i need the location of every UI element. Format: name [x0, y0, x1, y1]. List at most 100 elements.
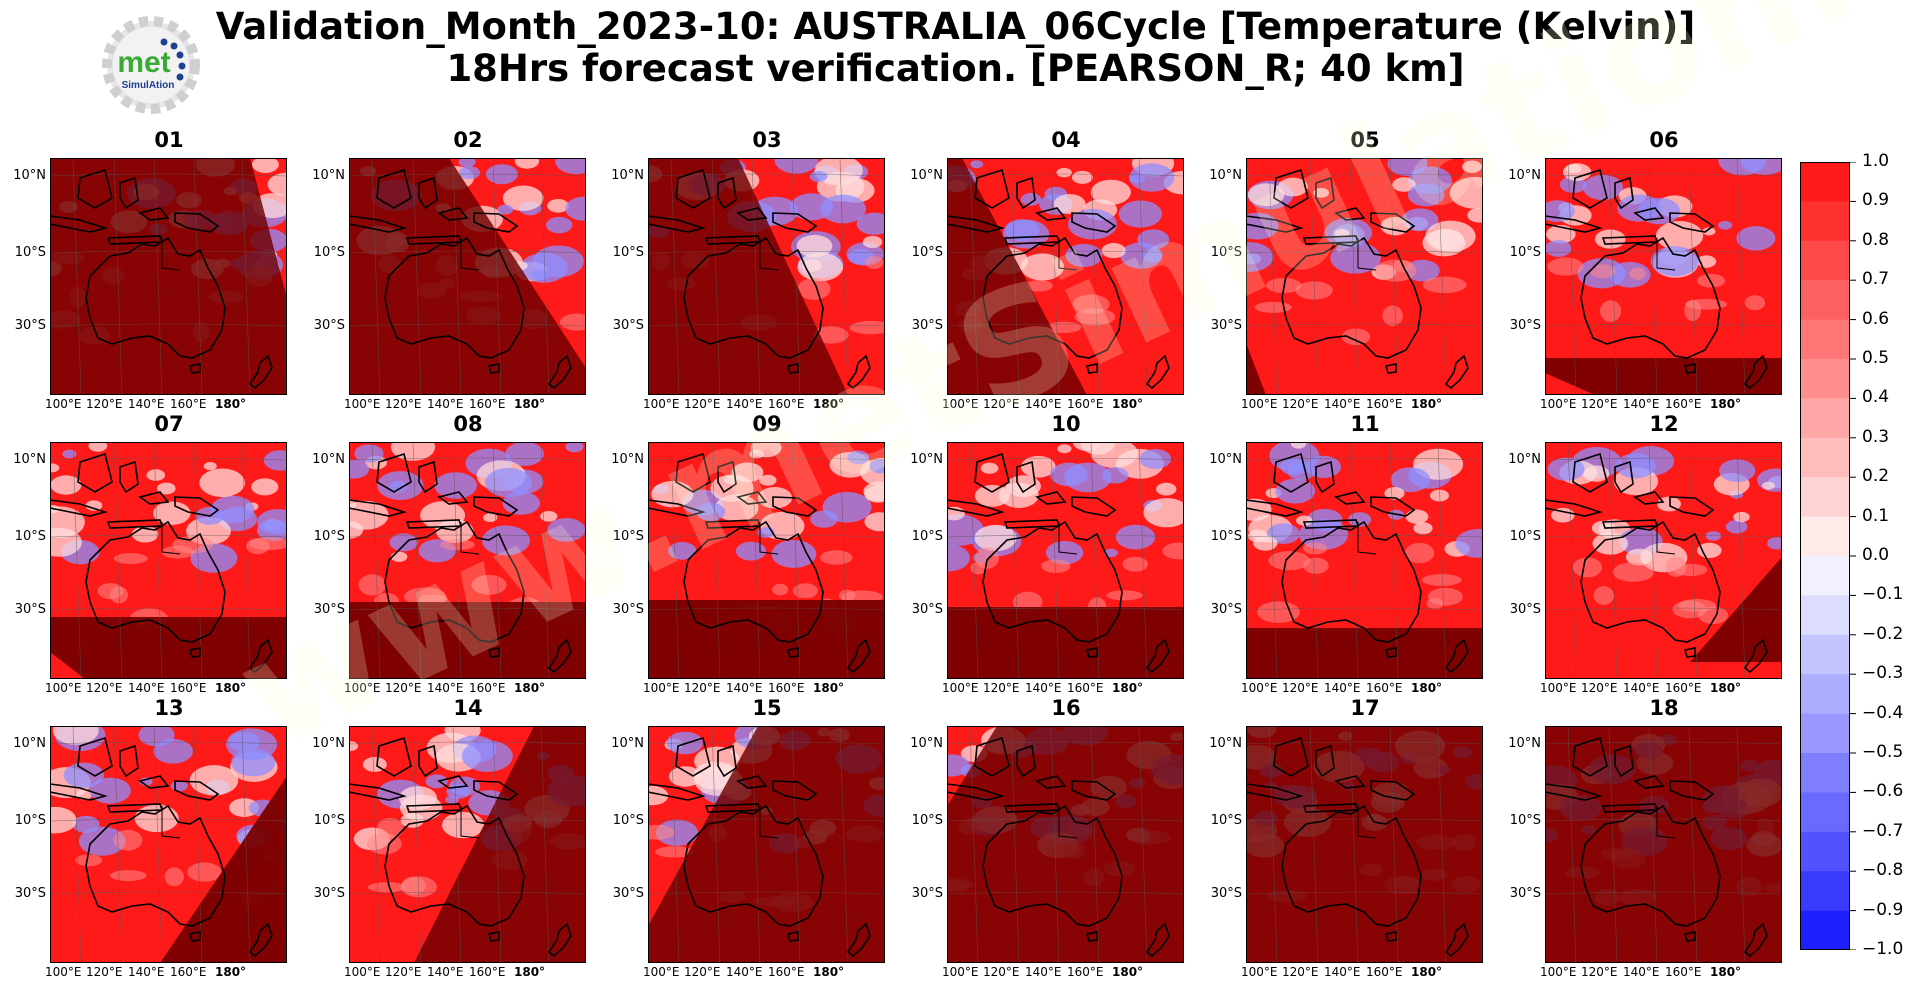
lon-label: 160°E	[170, 397, 207, 411]
lon-label: 140°E	[1025, 397, 1062, 411]
lon-label: 120°E	[1581, 681, 1618, 695]
lon-label: 140°E	[1623, 965, 1660, 979]
colorbar-tick-label: −0.2	[1862, 623, 1904, 644]
colorbar-segment	[1800, 162, 1850, 202]
lon-label: 180°	[215, 681, 247, 695]
lon-label: 120°E	[1581, 965, 1618, 979]
lat-label: 10°N	[1209, 452, 1242, 467]
colorbar-tick-label: −0.9	[1862, 899, 1904, 920]
lon-label: 140°E	[1623, 397, 1660, 411]
lon-label: 160°E	[170, 965, 207, 979]
lat-label: 10°N	[611, 736, 644, 751]
lon-label: 120°E	[983, 681, 1020, 695]
lon-label: 120°E	[86, 681, 123, 695]
lat-label: 10°N	[312, 168, 345, 183]
lon-label: 120°E	[1282, 681, 1319, 695]
lon-label: 120°E	[684, 965, 721, 979]
panel-title: 16	[1051, 696, 1081, 720]
map-panel	[947, 158, 1184, 395]
colorbar-segment	[1800, 831, 1850, 872]
lat-label: 10°S	[1509, 813, 1541, 828]
lon-label: 160°E	[1067, 965, 1104, 979]
lon-label: 100°E	[45, 965, 82, 979]
colorbar-tick-label: 0.0	[1862, 545, 1890, 565]
panel-title: 04	[1051, 128, 1081, 152]
lon-label: 180°	[514, 965, 546, 979]
lat-label: 10°S	[313, 245, 345, 260]
colorbar-tick-label: −0.3	[1862, 663, 1904, 684]
lat-label: 10°S	[1210, 245, 1242, 260]
lon-label: 120°E	[385, 397, 422, 411]
lon-label: 120°E	[983, 965, 1020, 979]
lat-label: 30°S	[612, 318, 644, 333]
map-panel	[648, 158, 885, 395]
lon-label: 160°E	[1665, 965, 1702, 979]
lon-label: 140°E	[1025, 681, 1062, 695]
lat-label: 30°S	[1210, 318, 1242, 333]
colorbar-tick-label: 0.6	[1862, 308, 1890, 329]
map-panel	[50, 726, 287, 963]
colorbar-segment	[1800, 359, 1850, 399]
lat-label: 10°S	[1210, 813, 1242, 828]
panel-title: 17	[1350, 696, 1380, 720]
lon-label: 100°E	[344, 965, 381, 979]
lat-label: 30°S	[612, 886, 644, 901]
lat-label: 30°S	[1509, 318, 1541, 333]
lat-label: 10°S	[612, 529, 644, 544]
colorbar-segment	[1800, 753, 1850, 793]
lon-label: 100°E	[1241, 965, 1278, 979]
lon-label: 180°	[1112, 965, 1144, 979]
lon-label: 160°E	[1366, 397, 1403, 411]
lon-label: 140°E	[128, 681, 165, 695]
colorbar-tick-label: −0.8	[1862, 860, 1904, 881]
lat-label: 30°S	[14, 886, 46, 901]
lon-label: 180°	[1112, 681, 1144, 695]
map-panel	[349, 442, 586, 679]
lon-label: 100°E	[643, 397, 680, 411]
lon-label: 180°	[813, 397, 845, 411]
lon-label: 100°E	[942, 397, 979, 411]
colorbar-tick-label: 0.7	[1862, 269, 1890, 290]
lat-label: 10°N	[1209, 736, 1242, 751]
lon-label: 140°E	[1324, 965, 1361, 979]
colorbar-segment	[1800, 713, 1850, 754]
map-panel	[50, 158, 287, 395]
colorbar-tick-label: −1.0	[1862, 939, 1904, 959]
lon-label: 120°E	[385, 965, 422, 979]
lon-label: 140°E	[427, 681, 464, 695]
lat-label: 10°S	[14, 813, 46, 828]
lat-label: 10°N	[1508, 452, 1541, 467]
colorbar-tick-label: 1.0	[1862, 151, 1890, 171]
lat-label: 10°N	[910, 736, 943, 751]
lon-label: 160°E	[1665, 397, 1702, 411]
lat-label: 10°S	[313, 529, 345, 544]
lon-label: 100°E	[643, 681, 680, 695]
panel-title: 06	[1649, 128, 1679, 152]
panel-title: 05	[1350, 128, 1380, 152]
panel-title: 08	[453, 412, 483, 436]
lon-label: 160°E	[768, 681, 805, 695]
lon-label: 120°E	[1581, 397, 1618, 411]
lat-label: 30°S	[14, 602, 46, 617]
logo-subtext: SimulAtion	[122, 80, 175, 91]
lat-label: 30°S	[1509, 886, 1541, 901]
figure-title: Validation_Month_2023-10: AUSTRALIA_06Cy…	[0, 6, 1911, 90]
colorbar-segment	[1800, 437, 1850, 478]
lat-label: 10°S	[1509, 529, 1541, 544]
colorbar-segment	[1800, 516, 1850, 557]
lon-label: 180°	[1710, 965, 1742, 979]
lon-label: 160°E	[1366, 681, 1403, 695]
lat-label: 30°S	[313, 602, 345, 617]
lat-label: 10°N	[13, 168, 46, 183]
map-panel	[349, 158, 586, 395]
lat-label: 10°S	[14, 529, 46, 544]
lat-label: 30°S	[911, 886, 943, 901]
lat-label: 10°N	[910, 452, 943, 467]
colorbar-tick-label: −0.4	[1862, 702, 1904, 723]
gear-logo-icon: met SimulAtion	[102, 16, 200, 114]
colorbar-segment	[1800, 792, 1850, 833]
lat-label: 10°N	[312, 452, 345, 467]
panel-title: 10	[1051, 412, 1081, 436]
lon-label: 140°E	[726, 965, 763, 979]
colorbar-tick-label: 0.3	[1862, 426, 1890, 447]
